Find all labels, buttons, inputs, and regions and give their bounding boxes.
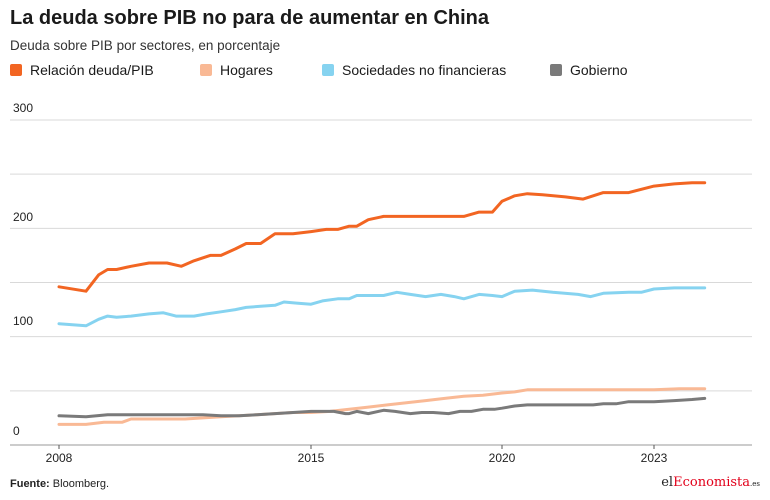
x-tick-label: 2008 [46,451,73,465]
series-line-hogares [57,387,707,426]
legend-item: Sociedades no financieras [322,62,506,78]
legend-item: Gobierno [550,62,628,78]
source-value: Bloomberg. [52,478,110,490]
source-label: Fuente: [10,478,50,490]
y-tick-label: 100 [13,314,33,328]
legend-label: Relación deuda/PIB [30,62,154,78]
source-note: Fuente: Bloomberg. [10,478,109,490]
series-line-relación-deuda-pib [57,181,707,293]
legend-swatch [322,64,334,76]
series-line-gobierno [57,396,707,419]
brand-logo: elEconomista.es [661,475,760,490]
brand-tld: .es [750,480,760,488]
x-tick-label: 2020 [489,451,516,465]
x-tick-label: 2023 [641,451,668,465]
legend-swatch [200,64,212,76]
legend-swatch [10,64,22,76]
legend-label: Gobierno [570,62,628,78]
legend-item: Relación deuda/PIB [10,62,154,78]
brand-prefix: el [661,475,674,490]
y-tick-label: 300 [13,101,33,115]
chart-subtitle: Deuda sobre PIB por sectores, en porcent… [10,38,281,53]
legend-label: Hogares [220,62,273,78]
series-line-sociedades-no-financieras [57,286,707,328]
brand-accent: Economista [673,475,751,490]
legend-swatch [550,64,562,76]
chart-title: La deuda sobre PIB no para de aumentar e… [10,7,489,29]
line-chart: 300 200 100 0 2008 2015 2020 2023 [10,101,752,465]
chart-legend: Relación deuda/PIB Hogares Sociedades no f… [10,62,760,82]
y-tick-label: 0 [13,424,20,438]
legend-item: Hogares [200,62,273,78]
x-tick-label: 2015 [298,451,325,465]
y-tick-label: 200 [13,210,33,224]
legend-label: Sociedades no financieras [342,62,507,78]
